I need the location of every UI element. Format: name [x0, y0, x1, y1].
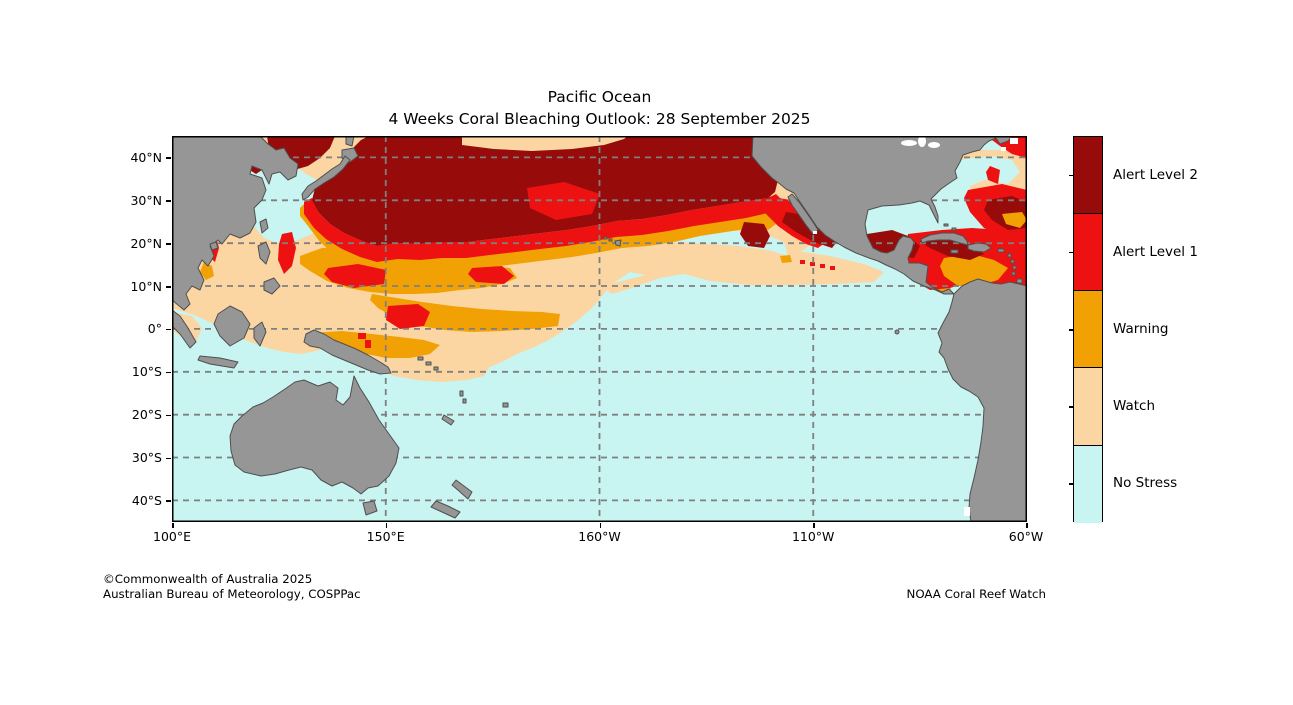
plot-title-line1: Pacific Ocean [547, 88, 652, 106]
land-hainan [209, 241, 219, 251]
land-north-america [751, 136, 1013, 295]
x-tick-label: 160°W [578, 529, 621, 544]
y-tick-label: 40°N [130, 150, 162, 165]
x-tick-label: 150°E [366, 529, 405, 544]
copyright-line1: ©Commonwealth of Australia 2025 [103, 572, 313, 586]
land-galapagos [894, 329, 900, 335]
legend-swatch-alert-level-2 [1074, 137, 1102, 215]
land-new-guinea [303, 329, 392, 375]
land-south-america [937, 278, 1027, 522]
land-luzon [257, 241, 271, 265]
land-jamaica [950, 249, 959, 254]
y-tick-label: 20°S [131, 407, 162, 422]
y-tick-label: 30°S [131, 450, 162, 465]
land-sakhalin [345, 136, 355, 147]
x-tick-label: 100°E [152, 529, 192, 544]
legend-label-alert-level-1: Alert Level 1 [1113, 244, 1198, 260]
legend-colorbar [1073, 136, 1103, 523]
credit-text: NOAA Coral Reef Watch [906, 587, 1047, 601]
copyright-text: ©Commonwealth of Australia 2025 Australi… [103, 572, 361, 602]
y-tick-label: 0° [147, 321, 162, 336]
land-new-caledonia [441, 414, 455, 426]
land-sulawesi [253, 321, 267, 347]
legend-swatch-alert-level-1 [1074, 214, 1102, 292]
legend-label-no-stress: No Stress [1113, 475, 1178, 491]
land-puerto-rico [997, 248, 1005, 253]
legend-swatch-watch [1074, 368, 1102, 446]
legend-swatch-no-stress [1074, 445, 1102, 523]
x-tick-label: 110°W [791, 529, 835, 544]
land-tasmania [362, 500, 378, 516]
land-australia [229, 375, 400, 495]
y-tick-label: 40°S [131, 493, 162, 508]
land-java [197, 355, 239, 369]
legend-label-warning: Warning [1113, 321, 1169, 337]
land-nz-north [451, 479, 473, 500]
y-tick-label: 30°N [130, 193, 162, 208]
no-data-patches [813, 136, 1018, 516]
land-nz-south [430, 500, 461, 519]
legend-label-watch: Watch [1113, 398, 1156, 414]
map-area [172, 136, 1027, 522]
land-trinidad [1016, 278, 1023, 284]
legend-label-alert-level-2: Alert Level 2 [1113, 167, 1198, 183]
land-taiwan [259, 218, 269, 234]
land-borneo [213, 305, 251, 347]
land-fiji [502, 402, 509, 408]
land-mindanao [263, 277, 281, 295]
landmasses [172, 136, 1027, 522]
land-hispaniola [967, 242, 992, 253]
y-tick-label: 10°N [130, 279, 162, 294]
land-asia [172, 136, 299, 311]
land-japan [301, 155, 351, 201]
pacific-ocean-map [172, 136, 1027, 522]
plot-title-line2: 4 Weeks Coral Bleaching Outlook: 28 Sept… [388, 110, 811, 128]
y-tick-label: 10°S [131, 364, 162, 379]
x-tick-label: 60°W [1008, 529, 1044, 544]
y-tick-label: 20°N [130, 236, 162, 251]
copyright-line2: Australian Bureau of Meteorology, COSPPa… [103, 587, 361, 601]
plot-title: Pacific Ocean 4 Weeks Coral Bleaching Ou… [172, 86, 1027, 130]
land-hawaii [614, 239, 622, 247]
legend-swatch-warning [1074, 291, 1102, 369]
